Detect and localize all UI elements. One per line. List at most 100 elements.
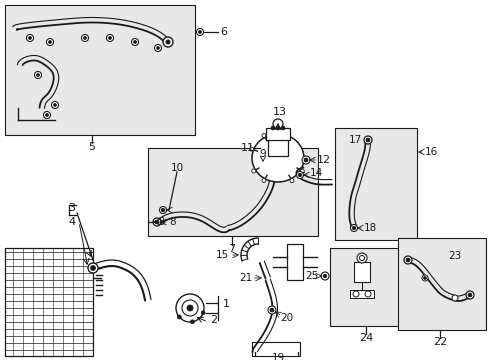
Circle shape [323,274,326,278]
Text: 2: 2 [210,315,217,325]
Text: 5: 5 [88,142,95,152]
Bar [5,5,195,135]
Circle shape [451,295,457,301]
Circle shape [83,36,86,40]
Text: 12: 12 [316,155,330,165]
Bar [286,244,303,280]
Circle shape [190,320,194,324]
Circle shape [53,104,57,107]
Circle shape [37,73,40,77]
Circle shape [270,126,274,130]
Circle shape [262,134,265,138]
Circle shape [302,156,309,164]
Text: 22: 22 [432,337,446,347]
Circle shape [356,253,366,263]
Text: 4: 4 [68,217,76,227]
Text: 24: 24 [358,333,372,343]
Circle shape [262,179,265,183]
Circle shape [133,40,136,44]
Circle shape [320,272,328,280]
Circle shape [267,306,275,314]
Text: 11: 11 [241,143,254,153]
Circle shape [198,31,201,33]
Circle shape [26,35,34,41]
Circle shape [35,72,41,78]
Text: 25: 25 [305,271,318,281]
Circle shape [182,300,198,316]
Circle shape [28,36,31,40]
Text: 20: 20 [280,313,293,323]
Text: 16: 16 [424,147,437,157]
Text: 10: 10 [170,163,183,173]
Circle shape [304,158,307,162]
Circle shape [51,102,59,108]
Bar [5,248,93,356]
Text: 7: 7 [228,244,235,254]
Circle shape [298,173,301,177]
Bar [251,342,299,356]
Circle shape [351,226,355,230]
Circle shape [196,28,203,36]
Circle shape [46,39,53,45]
Text: 6: 6 [220,27,227,37]
Circle shape [261,160,264,164]
Circle shape [45,113,48,117]
Circle shape [289,179,293,183]
Circle shape [153,218,161,226]
Circle shape [156,46,159,49]
Circle shape [251,169,255,173]
Circle shape [465,291,473,299]
Circle shape [176,294,203,322]
Circle shape [352,291,358,297]
Ellipse shape [251,134,304,182]
Circle shape [90,266,95,270]
Circle shape [421,275,427,281]
Circle shape [467,293,471,297]
Bar [265,128,289,140]
Circle shape [275,126,280,130]
Bar [397,238,485,330]
Circle shape [81,35,88,41]
Text: 21: 21 [239,273,252,283]
Circle shape [161,208,164,212]
Circle shape [131,39,138,45]
Bar [353,262,369,282]
Text: 15: 15 [215,250,228,260]
Circle shape [106,35,113,41]
Circle shape [201,311,205,315]
Text: 3: 3 [68,203,75,213]
Bar [267,138,287,156]
Circle shape [300,169,304,173]
Bar [148,148,317,236]
Text: 1: 1 [222,299,229,309]
Circle shape [350,225,357,231]
Circle shape [154,45,161,51]
Circle shape [159,207,166,213]
Text: 18: 18 [363,223,376,233]
Circle shape [363,136,371,144]
Circle shape [108,36,111,40]
Circle shape [43,112,50,118]
Circle shape [48,40,51,44]
Circle shape [259,158,266,166]
Circle shape [365,138,369,142]
Bar [334,128,416,240]
Circle shape [155,220,159,224]
Text: 14: 14 [309,168,322,178]
Text: 17: 17 [347,135,361,145]
Circle shape [177,315,181,319]
Text: 9: 9 [259,149,266,159]
Text: 8: 8 [158,217,164,227]
Circle shape [272,119,283,129]
Circle shape [186,305,193,311]
Circle shape [405,258,409,262]
Text: 8: 8 [169,217,176,227]
Circle shape [163,37,173,47]
Circle shape [364,291,370,297]
Circle shape [403,256,411,264]
Circle shape [423,276,426,279]
Circle shape [165,40,170,44]
Circle shape [281,126,285,130]
Circle shape [269,308,273,312]
Text: 23: 23 [447,251,461,261]
